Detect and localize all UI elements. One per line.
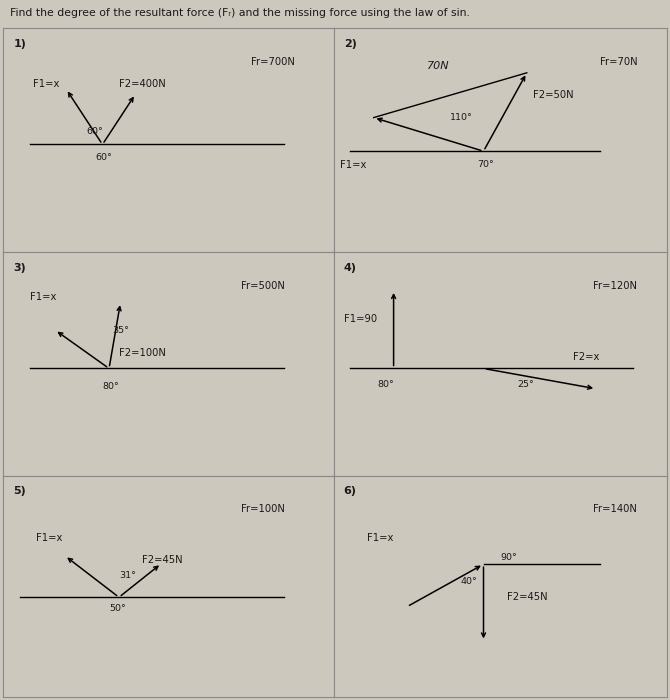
Text: 5): 5) bbox=[13, 486, 26, 496]
Text: 110°: 110° bbox=[450, 113, 473, 122]
Text: F2=x: F2=x bbox=[574, 352, 600, 363]
Text: 35°: 35° bbox=[113, 326, 129, 335]
Text: 60°: 60° bbox=[96, 153, 113, 162]
Text: 70°: 70° bbox=[477, 160, 494, 169]
Text: F2=100N: F2=100N bbox=[119, 348, 166, 358]
Text: 60°: 60° bbox=[86, 127, 103, 136]
Text: 1): 1) bbox=[13, 38, 26, 49]
Text: 80°: 80° bbox=[377, 379, 394, 389]
Text: F1=x: F1=x bbox=[340, 160, 366, 169]
Text: F1=x: F1=x bbox=[29, 292, 56, 302]
Text: F2=45N: F2=45N bbox=[142, 555, 183, 565]
Text: Fr=100N: Fr=100N bbox=[241, 504, 285, 514]
Text: F1=90: F1=90 bbox=[344, 314, 377, 324]
Text: 3): 3) bbox=[13, 262, 26, 273]
Text: 31°: 31° bbox=[119, 570, 136, 580]
Text: Fr=120N: Fr=120N bbox=[594, 281, 637, 290]
Text: F2=400N: F2=400N bbox=[119, 79, 165, 89]
Text: Find the degree of the resultant force (Fᵣ) and the missing force using the law : Find the degree of the resultant force (… bbox=[10, 8, 470, 18]
Text: F2=45N: F2=45N bbox=[507, 592, 547, 602]
Text: 70N: 70N bbox=[427, 61, 450, 71]
Text: F1=x: F1=x bbox=[367, 533, 393, 542]
Text: 2): 2) bbox=[344, 38, 356, 49]
Text: F2=50N: F2=50N bbox=[533, 90, 574, 100]
Text: 40°: 40° bbox=[460, 578, 477, 587]
Text: Fr=140N: Fr=140N bbox=[594, 504, 637, 514]
Text: Fr=70N: Fr=70N bbox=[600, 57, 638, 66]
Text: 6): 6) bbox=[344, 486, 356, 496]
Text: Fr=500N: Fr=500N bbox=[241, 281, 285, 290]
Text: Fr=700N: Fr=700N bbox=[251, 57, 295, 66]
Text: 80°: 80° bbox=[103, 382, 119, 391]
Text: 90°: 90° bbox=[500, 553, 517, 562]
Text: 50°: 50° bbox=[109, 604, 126, 612]
Text: 4): 4) bbox=[344, 262, 356, 273]
Text: 25°: 25° bbox=[517, 379, 533, 389]
Text: F1=x: F1=x bbox=[33, 79, 60, 89]
Text: F1=x: F1=x bbox=[36, 533, 63, 542]
